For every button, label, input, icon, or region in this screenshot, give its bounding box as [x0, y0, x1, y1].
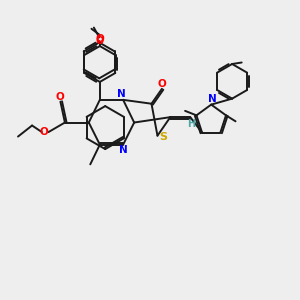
- Text: H: H: [187, 119, 195, 129]
- Text: O: O: [95, 34, 104, 44]
- Text: N: N: [117, 89, 126, 100]
- Text: S: S: [159, 132, 167, 142]
- Text: O: O: [95, 36, 103, 46]
- Text: N: N: [208, 94, 217, 104]
- Text: O: O: [40, 127, 49, 137]
- Text: N: N: [119, 145, 128, 155]
- Text: O: O: [55, 92, 64, 102]
- Text: O: O: [158, 79, 166, 89]
